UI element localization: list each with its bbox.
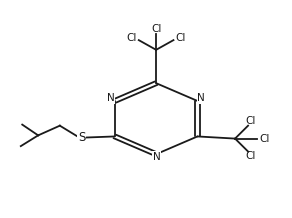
Text: Cl: Cl xyxy=(245,151,256,161)
Text: Cl: Cl xyxy=(151,24,161,34)
Text: Cl: Cl xyxy=(176,32,186,43)
Text: Cl: Cl xyxy=(126,32,136,43)
Text: N: N xyxy=(197,93,205,103)
Text: Cl: Cl xyxy=(245,116,256,126)
Text: N: N xyxy=(107,93,115,103)
Text: Cl: Cl xyxy=(259,134,270,144)
Text: N: N xyxy=(153,152,161,162)
Text: S: S xyxy=(78,131,85,144)
